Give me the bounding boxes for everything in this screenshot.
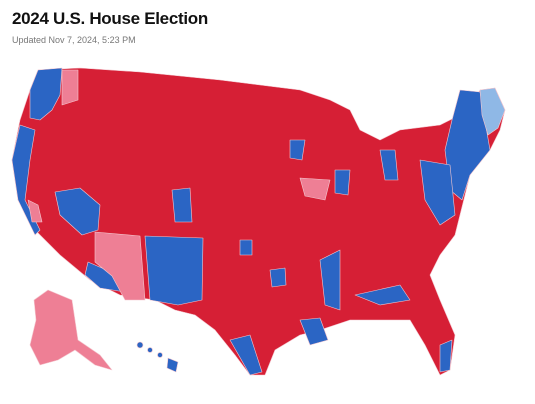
district <box>299 177 331 201</box>
island <box>136 341 144 349</box>
district <box>354 284 411 306</box>
island <box>157 352 163 358</box>
district <box>299 317 329 346</box>
district <box>54 187 101 236</box>
alaska <box>29 289 113 371</box>
island <box>166 357 179 373</box>
district <box>61 69 79 106</box>
district <box>94 231 146 301</box>
hawaii <box>136 341 179 373</box>
district <box>269 267 287 288</box>
democratic-districts <box>11 67 491 376</box>
district <box>439 339 453 373</box>
district <box>11 124 41 236</box>
district <box>229 334 263 376</box>
district <box>379 149 399 181</box>
district <box>239 239 253 256</box>
island <box>147 347 153 353</box>
district <box>144 235 204 306</box>
district <box>27 199 43 223</box>
district <box>289 139 306 161</box>
district <box>319 249 341 311</box>
district <box>29 67 63 121</box>
updated-time: Updated Nov 7, 2024, 5:23 PM <box>12 35 136 45</box>
district <box>334 169 351 196</box>
title: 2024 U.S. House Election <box>12 9 208 28</box>
district <box>419 159 456 226</box>
district <box>171 187 193 223</box>
flipped-districts <box>27 69 331 301</box>
maine-district <box>479 87 506 136</box>
